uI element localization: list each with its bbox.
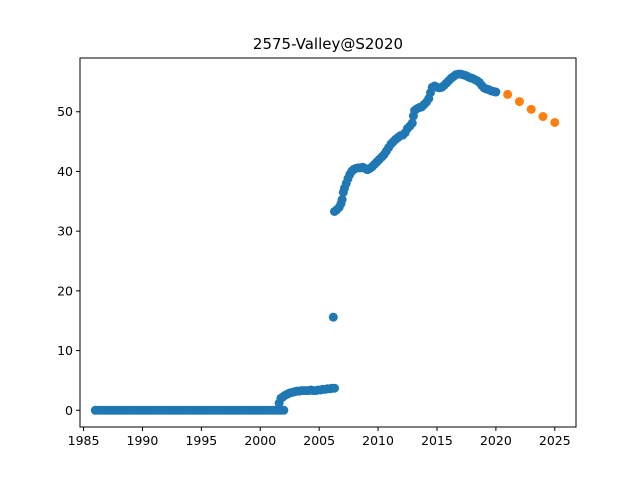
x-tick-label-5: 2010 xyxy=(362,433,394,448)
y-tick-label-2: 20 xyxy=(57,283,73,298)
y-tick-label-0: 0 xyxy=(65,403,73,418)
historical-point-95 xyxy=(337,195,347,205)
forecast-point-0 xyxy=(503,89,513,99)
x-tick-label-4: 2005 xyxy=(303,433,335,448)
historical-point-164 xyxy=(491,87,501,97)
forecast-point-4 xyxy=(550,117,560,127)
y-tick-label-3: 30 xyxy=(57,224,73,239)
x-axis: 1985 1990 1995 2000 2005 2010 2015 2020 2025 xyxy=(68,427,571,448)
forecast-point-1 xyxy=(514,97,524,107)
forecast-point-2 xyxy=(526,104,536,114)
x-tick-label-0: 1985 xyxy=(68,433,100,448)
historical-point-89 xyxy=(329,383,339,393)
x-tick-label-3: 2000 xyxy=(244,433,276,448)
y-tick-label-4: 40 xyxy=(57,164,73,179)
points-layer xyxy=(90,69,560,415)
y-tick-label-1: 10 xyxy=(57,343,73,358)
x-tick-label-8: 2025 xyxy=(539,433,571,448)
historical-point-64 xyxy=(279,405,289,415)
x-tick-label-7: 2020 xyxy=(480,433,512,448)
x-tick-label-1: 1990 xyxy=(127,433,159,448)
x-tick-label-2: 1995 xyxy=(185,433,217,448)
historical-point-127 xyxy=(407,118,417,128)
forecast-point-3 xyxy=(538,112,548,122)
y-tick-label-5: 50 xyxy=(57,104,73,119)
y-axis: 0 10 20 30 40 50 xyxy=(57,104,80,418)
chart-title: 2575-Valley@S2020 xyxy=(253,35,403,53)
historical-point-90 xyxy=(328,312,338,322)
x-tick-label-6: 2015 xyxy=(421,433,453,448)
plot-frame xyxy=(79,57,577,428)
